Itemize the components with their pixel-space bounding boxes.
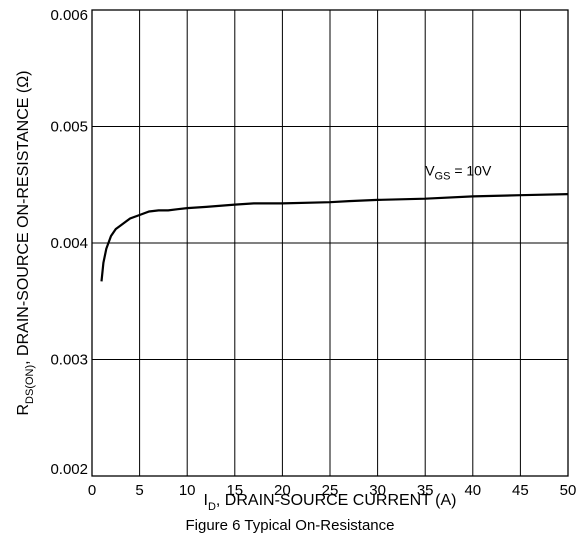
annotation-vgs: VGS = 10V <box>425 162 492 182</box>
x-tick-label: 5 <box>135 482 143 499</box>
y-tick-label: 0.004 <box>50 235 88 252</box>
x-tick-label: 15 <box>226 482 243 499</box>
x-tick-labels: 0 5 10 15 20 25 30 35 40 45 50 <box>88 482 577 499</box>
x-tick-label: 0 <box>88 482 96 499</box>
x-tick-label: 10 <box>179 482 196 499</box>
x-tick-label: 50 <box>560 482 577 499</box>
series-line <box>100 193 569 282</box>
y-tick-label: 0.005 <box>50 119 88 136</box>
y-tick-labels: 0.002 0.003 0.004 0.005 0.006 <box>50 7 88 478</box>
x-tick-label: 25 <box>322 482 339 499</box>
plot-frame <box>91 9 569 477</box>
y-tick-label: 0.002 <box>50 461 88 478</box>
figure-caption: Figure 6 Typical On-Resistance <box>185 517 395 534</box>
x-tick-label: 45 <box>512 482 529 499</box>
y-tick-label: 0.003 <box>50 352 88 369</box>
y-tick-label: 0.006 <box>50 7 88 24</box>
x-tick-label: 35 <box>417 482 434 499</box>
x-axis-label: ID, DRAIN-SOURCE CURRENT (A) <box>203 492 456 513</box>
x-tick-label: 40 <box>464 482 481 499</box>
y-axis-label: RDS(ON), DRAIN-SOURCE ON-RESISTANCE (Ω) <box>15 70 36 415</box>
grid <box>92 10 568 476</box>
x-tick-label: 30 <box>369 482 386 499</box>
x-tick-label: 20 <box>274 482 291 499</box>
